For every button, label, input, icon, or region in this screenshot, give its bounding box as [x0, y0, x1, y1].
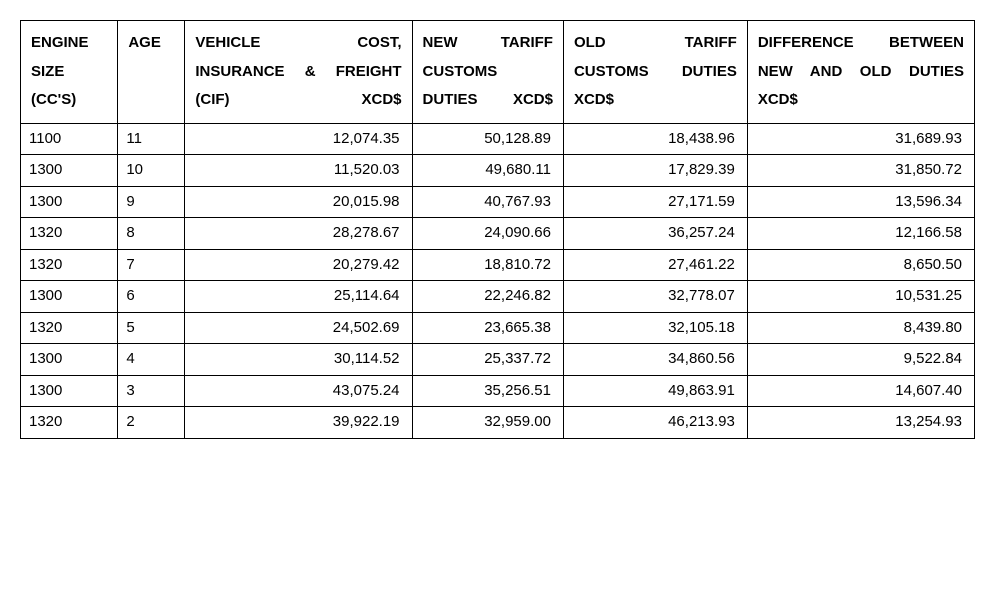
table-row: 1300920,015.9840,767.9327,171.5913,596.3…: [21, 186, 975, 218]
cell-age: 3: [118, 375, 185, 407]
cell-difference: 31,689.93: [747, 123, 974, 155]
cell-old_tariff: 32,105.18: [563, 312, 747, 344]
cell-new_tariff: 25,337.72: [412, 344, 563, 376]
cell-difference: 31,850.72: [747, 155, 974, 187]
cell-cif: 12,074.35: [185, 123, 412, 155]
cell-cif: 20,279.42: [185, 249, 412, 281]
cell-age: 10: [118, 155, 185, 187]
table-row: 1320524,502.6923,665.3832,105.188,439.80: [21, 312, 975, 344]
cell-engine_size: 1300: [21, 344, 118, 376]
table-row: 1320828,278.6724,090.6636,257.2412,166.5…: [21, 218, 975, 250]
cell-new_tariff: 23,665.38: [412, 312, 563, 344]
table-row: 1300625,114.6422,246.8232,778.0710,531.2…: [21, 281, 975, 313]
cell-old_tariff: 36,257.24: [563, 218, 747, 250]
cell-new_tariff: 32,959.00: [412, 407, 563, 439]
cell-difference: 13,596.34: [747, 186, 974, 218]
tariff-table-container: ENGINE SIZE (CC'S)AGEVEHICLE COST, INSUR…: [20, 20, 975, 439]
cell-cif: 11,520.03: [185, 155, 412, 187]
column-header-old_tariff: OLD TARIFF CUSTOMS DUTIES XCD$: [563, 21, 747, 124]
cell-engine_size: 1320: [21, 312, 118, 344]
cell-new_tariff: 49,680.11: [412, 155, 563, 187]
cell-difference: 13,254.93: [747, 407, 974, 439]
cell-difference: 8,650.50: [747, 249, 974, 281]
table-row: 11001112,074.3550,128.8918,438.9631,689.…: [21, 123, 975, 155]
cell-engine_size: 1300: [21, 281, 118, 313]
column-header-difference: DIFFERENCE BETWEEN NEW AND OLD DUTIES XC…: [747, 21, 974, 124]
cell-engine_size: 1300: [21, 155, 118, 187]
table-header-row: ENGINE SIZE (CC'S)AGEVEHICLE COST, INSUR…: [21, 21, 975, 124]
cell-new_tariff: 35,256.51: [412, 375, 563, 407]
column-header-age: AGE: [118, 21, 185, 124]
table-row: 1300430,114.5225,337.7234,860.569,522.84: [21, 344, 975, 376]
cell-age: 6: [118, 281, 185, 313]
table-body: 11001112,074.3550,128.8918,438.9631,689.…: [21, 123, 975, 438]
cell-difference: 8,439.80: [747, 312, 974, 344]
cell-engine_size: 1320: [21, 407, 118, 439]
cell-new_tariff: 18,810.72: [412, 249, 563, 281]
cell-difference: 14,607.40: [747, 375, 974, 407]
cell-cif: 30,114.52: [185, 344, 412, 376]
cell-age: 4: [118, 344, 185, 376]
cell-age: 7: [118, 249, 185, 281]
cell-engine_size: 1320: [21, 218, 118, 250]
cell-cif: 28,278.67: [185, 218, 412, 250]
cell-new_tariff: 22,246.82: [412, 281, 563, 313]
cell-old_tariff: 34,860.56: [563, 344, 747, 376]
cell-cif: 24,502.69: [185, 312, 412, 344]
cell-new_tariff: 50,128.89: [412, 123, 563, 155]
table-header: ENGINE SIZE (CC'S)AGEVEHICLE COST, INSUR…: [21, 21, 975, 124]
cell-age: 5: [118, 312, 185, 344]
cell-engine_size: 1100: [21, 123, 118, 155]
cell-cif: 39,922.19: [185, 407, 412, 439]
table-row: 13001011,520.0349,680.1117,829.3931,850.…: [21, 155, 975, 187]
column-header-engine_size: ENGINE SIZE (CC'S): [21, 21, 118, 124]
cell-engine_size: 1300: [21, 186, 118, 218]
cell-old_tariff: 46,213.93: [563, 407, 747, 439]
cell-age: 2: [118, 407, 185, 439]
cell-difference: 12,166.58: [747, 218, 974, 250]
table-row: 1320239,922.1932,959.0046,213.9313,254.9…: [21, 407, 975, 439]
cell-difference: 9,522.84: [747, 344, 974, 376]
cell-old_tariff: 27,171.59: [563, 186, 747, 218]
cell-new_tariff: 24,090.66: [412, 218, 563, 250]
cell-old_tariff: 17,829.39: [563, 155, 747, 187]
cell-cif: 20,015.98: [185, 186, 412, 218]
cell-old_tariff: 27,461.22: [563, 249, 747, 281]
cell-age: 11: [118, 123, 185, 155]
cell-difference: 10,531.25: [747, 281, 974, 313]
cell-old_tariff: 18,438.96: [563, 123, 747, 155]
cell-cif: 25,114.64: [185, 281, 412, 313]
cell-engine_size: 1300: [21, 375, 118, 407]
table-row: 1320720,279.4218,810.7227,461.228,650.50: [21, 249, 975, 281]
cell-old_tariff: 49,863.91: [563, 375, 747, 407]
cell-cif: 43,075.24: [185, 375, 412, 407]
cell-age: 9: [118, 186, 185, 218]
column-header-new_tariff: NEW TARIFF CUSTOMS DUTIES XCD$: [412, 21, 563, 124]
tariff-table: ENGINE SIZE (CC'S)AGEVEHICLE COST, INSUR…: [20, 20, 975, 439]
cell-engine_size: 1320: [21, 249, 118, 281]
cell-old_tariff: 32,778.07: [563, 281, 747, 313]
table-row: 1300343,075.2435,256.5149,863.9114,607.4…: [21, 375, 975, 407]
column-header-cif: VEHICLE COST, INSURANCE & FREIGHT (CIF) …: [185, 21, 412, 124]
cell-new_tariff: 40,767.93: [412, 186, 563, 218]
cell-age: 8: [118, 218, 185, 250]
